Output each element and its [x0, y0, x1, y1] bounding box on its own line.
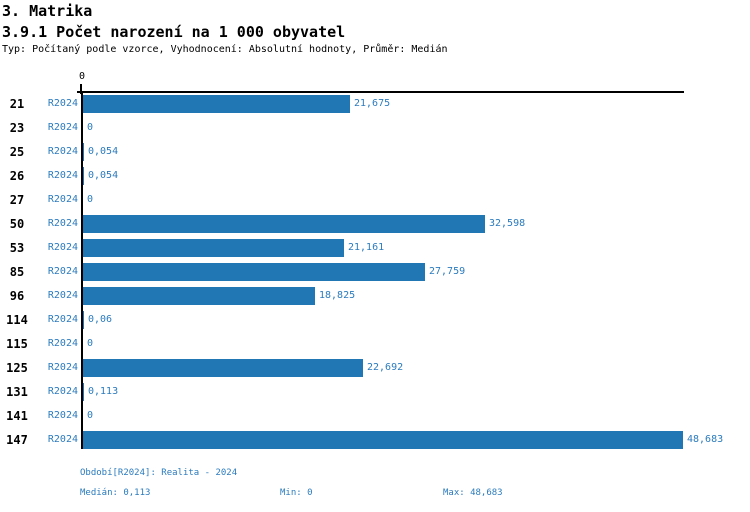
row-category-label: 131	[6, 385, 28, 399]
bar	[83, 167, 84, 185]
axis-zero-tick	[80, 84, 82, 94]
chart-row: 115 R2024 0	[0, 332, 750, 356]
row-series-label: R2024	[47, 170, 78, 181]
chart-row: 53 R2024 21,161	[0, 236, 750, 260]
bar	[83, 287, 315, 305]
row-series-label: R2024	[47, 122, 78, 133]
chart-meta-line: Typ: Počítaný podle vzorce, Vyhodnocení:…	[2, 44, 448, 55]
row-category-label: 147	[6, 433, 28, 447]
bar-value-label: 21,161	[348, 242, 385, 253]
chart-row: 23 R2024 0	[0, 116, 750, 140]
page-title: 3. Matrika	[2, 2, 93, 20]
row-category-label: 96	[9, 289, 25, 303]
row-category-label: 115	[6, 337, 28, 351]
bar-value-label: 48,683	[687, 434, 724, 445]
chart-row: 147 R2024 48,683	[0, 428, 750, 452]
footer-max: Max: 48,683	[443, 488, 503, 498]
row-series-label: R2024	[47, 434, 78, 445]
chart-row: 21 R2024 21,675	[0, 92, 750, 116]
chart-row: 50 R2024 32,598	[0, 212, 750, 236]
footer-period: Období[R2024]: Realita - 2024	[80, 468, 238, 478]
footer-median: Medián: 0,113	[80, 488, 151, 498]
bar-value-label: 22,692	[367, 362, 404, 373]
bar-value-label: 0,113	[88, 386, 119, 397]
chart-row: 27 R2024 0	[0, 188, 750, 212]
row-series-label: R2024	[47, 266, 78, 277]
row-category-label: 23	[9, 121, 25, 135]
row-category-label: 125	[6, 361, 28, 375]
row-series-label: R2024	[47, 290, 78, 301]
bar	[83, 311, 84, 329]
row-category-label: 27	[9, 193, 25, 207]
chart-title: 3.9.1 Počet narození na 1 000 obyvatel	[2, 23, 346, 41]
row-series-label: R2024	[47, 338, 78, 349]
row-category-label: 141	[6, 409, 28, 423]
bar-value-label: 32,598	[489, 218, 526, 229]
row-series-label: R2024	[47, 146, 78, 157]
row-series-label: R2024	[47, 218, 78, 229]
chart-row: 25 R2024 0,054	[0, 140, 750, 164]
chart-row: 125 R2024 22,692	[0, 356, 750, 380]
bar-value-label: 0,054	[88, 170, 119, 181]
chart-row: 131 R2024 0,113	[0, 380, 750, 404]
bar-value-label: 0	[87, 338, 94, 349]
row-category-label: 53	[9, 241, 25, 255]
row-series-label: R2024	[47, 386, 78, 397]
row-series-label: R2024	[47, 314, 78, 325]
bar	[83, 95, 350, 113]
axis-zero-label: 0	[78, 71, 86, 82]
row-series-label: R2024	[47, 362, 78, 373]
bar-value-label: 27,759	[429, 266, 466, 277]
chart-row: 26 R2024 0,054	[0, 164, 750, 188]
row-category-label: 85	[9, 265, 25, 279]
footer-min: Min: 0	[280, 488, 313, 498]
bar-value-label: 21,675	[354, 98, 391, 109]
chart-row: 85 R2024 27,759	[0, 260, 750, 284]
bar	[83, 431, 683, 449]
chart-row: 96 R2024 18,825	[0, 284, 750, 308]
bar-value-label: 0	[87, 122, 94, 133]
axis-top-line	[77, 91, 684, 93]
bar-value-label: 0,06	[88, 314, 113, 325]
bar-value-label: 0,054	[88, 146, 119, 157]
bar-value-label: 18,825	[319, 290, 356, 301]
bar	[83, 143, 84, 161]
row-series-label: R2024	[47, 242, 78, 253]
row-category-label: 50	[9, 217, 25, 231]
bar	[83, 383, 84, 401]
chart-row: 141 R2024 0	[0, 404, 750, 428]
row-category-label: 25	[9, 145, 25, 159]
bar	[83, 263, 425, 281]
bar	[83, 215, 485, 233]
axis-baseline	[81, 91, 83, 449]
bar-value-label: 0	[87, 194, 94, 205]
row-series-label: R2024	[47, 410, 78, 421]
row-series-label: R2024	[47, 98, 78, 109]
bar	[83, 359, 363, 377]
row-category-label: 21	[9, 97, 25, 111]
bar-value-label: 0	[87, 410, 94, 421]
chart-row: 114 R2024 0,06	[0, 308, 750, 332]
bar	[83, 239, 344, 257]
row-category-label: 26	[9, 169, 25, 183]
row-series-label: R2024	[47, 194, 78, 205]
row-category-label: 114	[6, 313, 28, 327]
